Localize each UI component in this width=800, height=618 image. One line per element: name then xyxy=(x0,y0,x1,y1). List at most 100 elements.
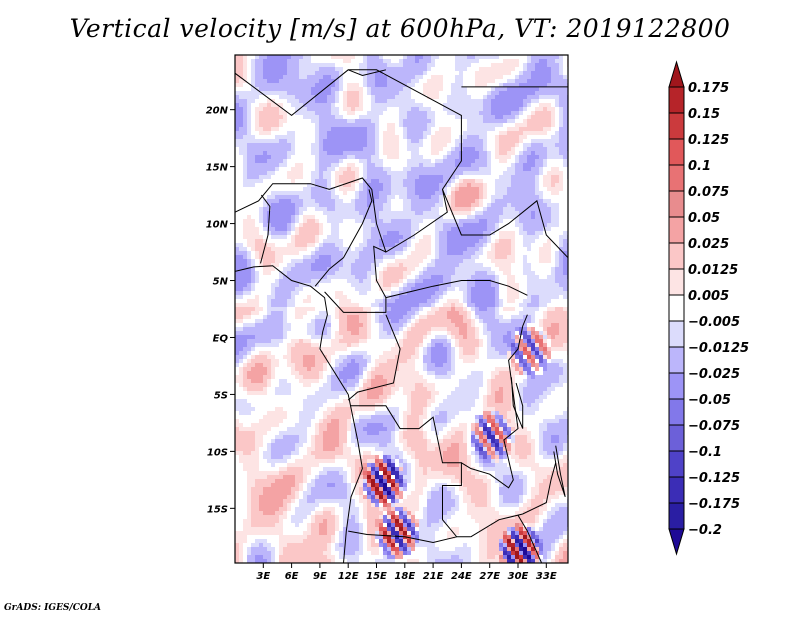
field-cell xyxy=(415,155,419,159)
field-cell xyxy=(527,243,531,247)
field-cell xyxy=(331,199,335,203)
field-cell xyxy=(495,123,499,127)
field-cell xyxy=(271,183,275,187)
field-cell xyxy=(243,71,247,75)
field-cell xyxy=(351,259,355,263)
field-cell xyxy=(375,167,379,171)
field-cell xyxy=(491,143,495,147)
field-cell xyxy=(443,179,447,183)
field-cell xyxy=(283,271,287,275)
field-cell xyxy=(323,219,327,223)
field-cell xyxy=(387,267,391,271)
field-cell xyxy=(423,103,427,107)
field-cell xyxy=(447,247,451,251)
field-cell xyxy=(275,187,279,191)
field-cell xyxy=(511,123,515,127)
field-cell xyxy=(259,71,263,75)
field-cell xyxy=(251,219,255,223)
field-cell xyxy=(271,87,275,91)
field-cell xyxy=(387,119,391,123)
field-cell xyxy=(311,63,315,67)
field-cell xyxy=(323,259,327,263)
field-cell xyxy=(263,75,267,79)
field-cell xyxy=(271,247,275,251)
field-cell xyxy=(451,175,455,179)
field-cell xyxy=(275,91,279,95)
field-cell xyxy=(331,255,335,259)
field-cell xyxy=(303,287,307,291)
field-cell xyxy=(503,111,507,115)
field-cell xyxy=(367,151,371,155)
field-cell xyxy=(475,183,479,187)
field-cell xyxy=(395,239,399,243)
field-cell xyxy=(347,243,351,247)
field-cell xyxy=(455,103,459,107)
field-cell xyxy=(287,223,291,227)
field-cell xyxy=(471,119,475,123)
field-cell xyxy=(275,79,279,83)
field-cell xyxy=(287,115,291,119)
field-cell xyxy=(411,135,415,139)
field-cell xyxy=(319,107,323,111)
field-cell xyxy=(523,191,527,195)
field-cell xyxy=(551,59,555,63)
field-cell xyxy=(439,115,443,119)
field-cell xyxy=(259,123,263,127)
field-cell xyxy=(499,55,503,59)
field-cell xyxy=(371,211,375,215)
field-cell xyxy=(259,287,263,291)
field-cell xyxy=(439,123,443,127)
field-cell xyxy=(431,175,435,179)
field-cell xyxy=(239,199,243,203)
field-cell xyxy=(423,215,427,219)
field-cell xyxy=(339,231,343,235)
field-cell xyxy=(507,259,511,263)
field-cell xyxy=(411,99,415,103)
field-cell xyxy=(267,83,271,87)
field-cell xyxy=(355,251,359,255)
field-cell xyxy=(411,75,415,79)
field-cell xyxy=(367,187,371,191)
field-cell xyxy=(475,95,479,99)
field-cell xyxy=(411,115,415,119)
field-cell xyxy=(299,135,303,139)
field-cell xyxy=(411,91,415,95)
field-cell xyxy=(547,111,551,115)
field-cell xyxy=(395,167,399,171)
field-cell xyxy=(263,155,267,159)
field-cell xyxy=(507,215,511,219)
field-cell xyxy=(483,131,487,135)
field-cell xyxy=(311,179,315,183)
field-cell xyxy=(255,267,259,271)
field-cell xyxy=(247,207,251,211)
field-cell xyxy=(395,251,399,255)
field-cell xyxy=(311,107,315,111)
field-cell xyxy=(551,139,555,143)
field-cell xyxy=(335,263,339,267)
field-cell xyxy=(479,67,483,71)
field-cell xyxy=(395,195,399,199)
field-cell xyxy=(523,187,527,191)
field-cell xyxy=(467,263,471,267)
field-cell xyxy=(395,131,399,135)
field-cell xyxy=(287,239,291,243)
field-cell xyxy=(251,99,255,103)
field-cell xyxy=(555,107,559,111)
field-cell xyxy=(459,171,463,175)
field-cell xyxy=(423,279,427,283)
field-cell xyxy=(559,215,563,219)
field-cell xyxy=(263,275,267,279)
field-cell xyxy=(315,251,319,255)
field-cell xyxy=(323,199,327,203)
field-cell xyxy=(371,143,375,147)
field-cell xyxy=(363,139,367,143)
field-cell xyxy=(491,207,495,211)
field-cell xyxy=(403,99,407,103)
field-cell xyxy=(255,79,259,83)
field-cell xyxy=(295,279,299,283)
field-cell xyxy=(303,175,307,179)
field-cell xyxy=(415,207,419,211)
field-cell xyxy=(439,199,443,203)
field-cell xyxy=(523,287,527,291)
field-cell xyxy=(379,267,383,271)
